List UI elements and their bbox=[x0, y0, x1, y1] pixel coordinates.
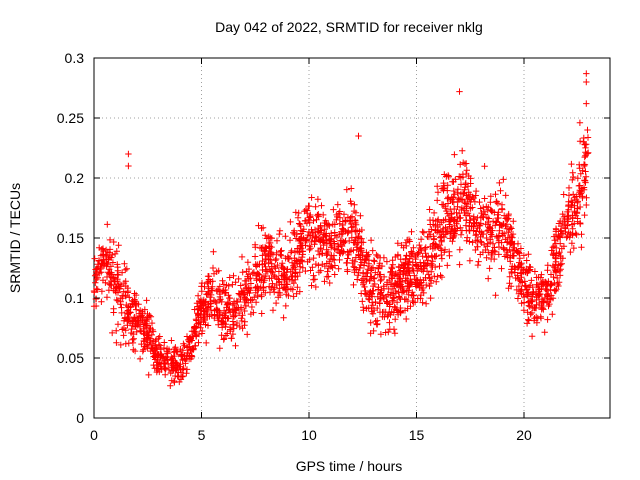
x-axis-label: GPS time / hours bbox=[296, 458, 403, 474]
x-tick-label: 0 bbox=[90, 427, 98, 443]
chart-title: Day 042 of 2022, SRMTID for receiver nkl… bbox=[215, 19, 483, 35]
data-point-marker-group bbox=[92, 152, 589, 374]
data-point-marker-group bbox=[91, 161, 590, 373]
y-tick-label: 0.05 bbox=[57, 350, 84, 366]
y-tick-label: 0 bbox=[76, 410, 84, 426]
y-tick-label: 0.15 bbox=[57, 230, 84, 246]
data-series-srmtid bbox=[90, 70, 592, 389]
y-tick-label: 0.3 bbox=[65, 50, 85, 66]
grid-lines bbox=[94, 58, 610, 418]
data-point-marker-group bbox=[93, 141, 590, 377]
x-tick-label: 10 bbox=[301, 427, 317, 443]
data-point-marker-group bbox=[90, 138, 590, 380]
x-tick-label: 15 bbox=[409, 427, 425, 443]
y-tick-label: 0.25 bbox=[57, 110, 84, 126]
x-tick-label: 5 bbox=[198, 427, 206, 443]
x-tick-label: 20 bbox=[516, 427, 532, 443]
y-axis-label: SRMTID / TECUs bbox=[7, 183, 23, 293]
axis-ticks: 0 5 10 15 20 0 0.05 0.1 0.15 0.2 0.25 0.3 bbox=[57, 50, 610, 443]
y-tick-label: 0.1 bbox=[65, 290, 85, 306]
data-point-marker-group bbox=[125, 70, 590, 170]
y-tick-label: 0.2 bbox=[65, 170, 85, 186]
